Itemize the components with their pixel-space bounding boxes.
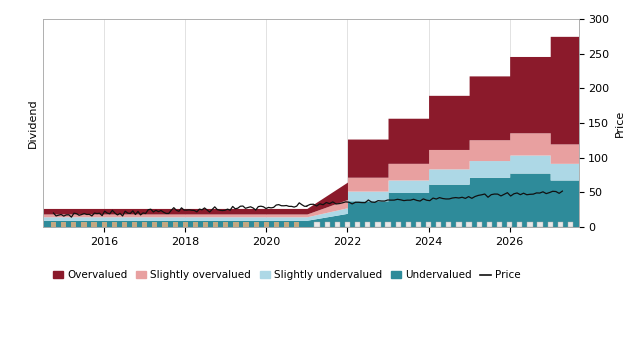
- Bar: [203, 222, 208, 227]
- Bar: [477, 222, 482, 227]
- Bar: [234, 222, 239, 227]
- Bar: [416, 222, 421, 227]
- Bar: [557, 222, 563, 227]
- Bar: [132, 222, 137, 227]
- Bar: [102, 222, 107, 227]
- Bar: [375, 222, 381, 227]
- Bar: [467, 222, 472, 227]
- Bar: [61, 222, 67, 227]
- Bar: [324, 222, 330, 227]
- Bar: [122, 222, 127, 227]
- Bar: [223, 222, 228, 227]
- Bar: [314, 222, 320, 227]
- Y-axis label: Dividend: Dividend: [28, 98, 38, 148]
- Bar: [81, 222, 86, 227]
- Bar: [527, 222, 532, 227]
- Bar: [365, 222, 371, 227]
- Bar: [385, 222, 390, 227]
- Bar: [345, 222, 350, 227]
- Bar: [426, 222, 431, 227]
- Bar: [436, 222, 442, 227]
- Bar: [507, 222, 512, 227]
- Bar: [487, 222, 492, 227]
- Bar: [243, 222, 249, 227]
- Bar: [92, 222, 97, 227]
- Bar: [406, 222, 411, 227]
- Bar: [182, 222, 188, 227]
- Bar: [294, 222, 300, 227]
- Bar: [193, 222, 198, 227]
- Bar: [71, 222, 76, 227]
- Bar: [284, 222, 289, 227]
- Bar: [173, 222, 178, 227]
- Bar: [142, 222, 147, 227]
- Bar: [456, 222, 461, 227]
- Y-axis label: Price: Price: [615, 110, 625, 137]
- Bar: [274, 222, 279, 227]
- Bar: [538, 222, 543, 227]
- Legend: Overvalued, Slightly overvalued, Slightly undervalued, Undervalued, Price: Overvalued, Slightly overvalued, Slightl…: [49, 266, 525, 284]
- Bar: [517, 222, 522, 227]
- Bar: [446, 222, 451, 227]
- Bar: [51, 222, 56, 227]
- Bar: [396, 222, 401, 227]
- Bar: [152, 222, 157, 227]
- Bar: [548, 222, 553, 227]
- Bar: [568, 222, 573, 227]
- Bar: [264, 222, 269, 227]
- Bar: [335, 222, 340, 227]
- Bar: [355, 222, 360, 227]
- Bar: [111, 222, 117, 227]
- Bar: [497, 222, 502, 227]
- Bar: [213, 222, 218, 227]
- Bar: [163, 222, 168, 227]
- Bar: [253, 222, 259, 227]
